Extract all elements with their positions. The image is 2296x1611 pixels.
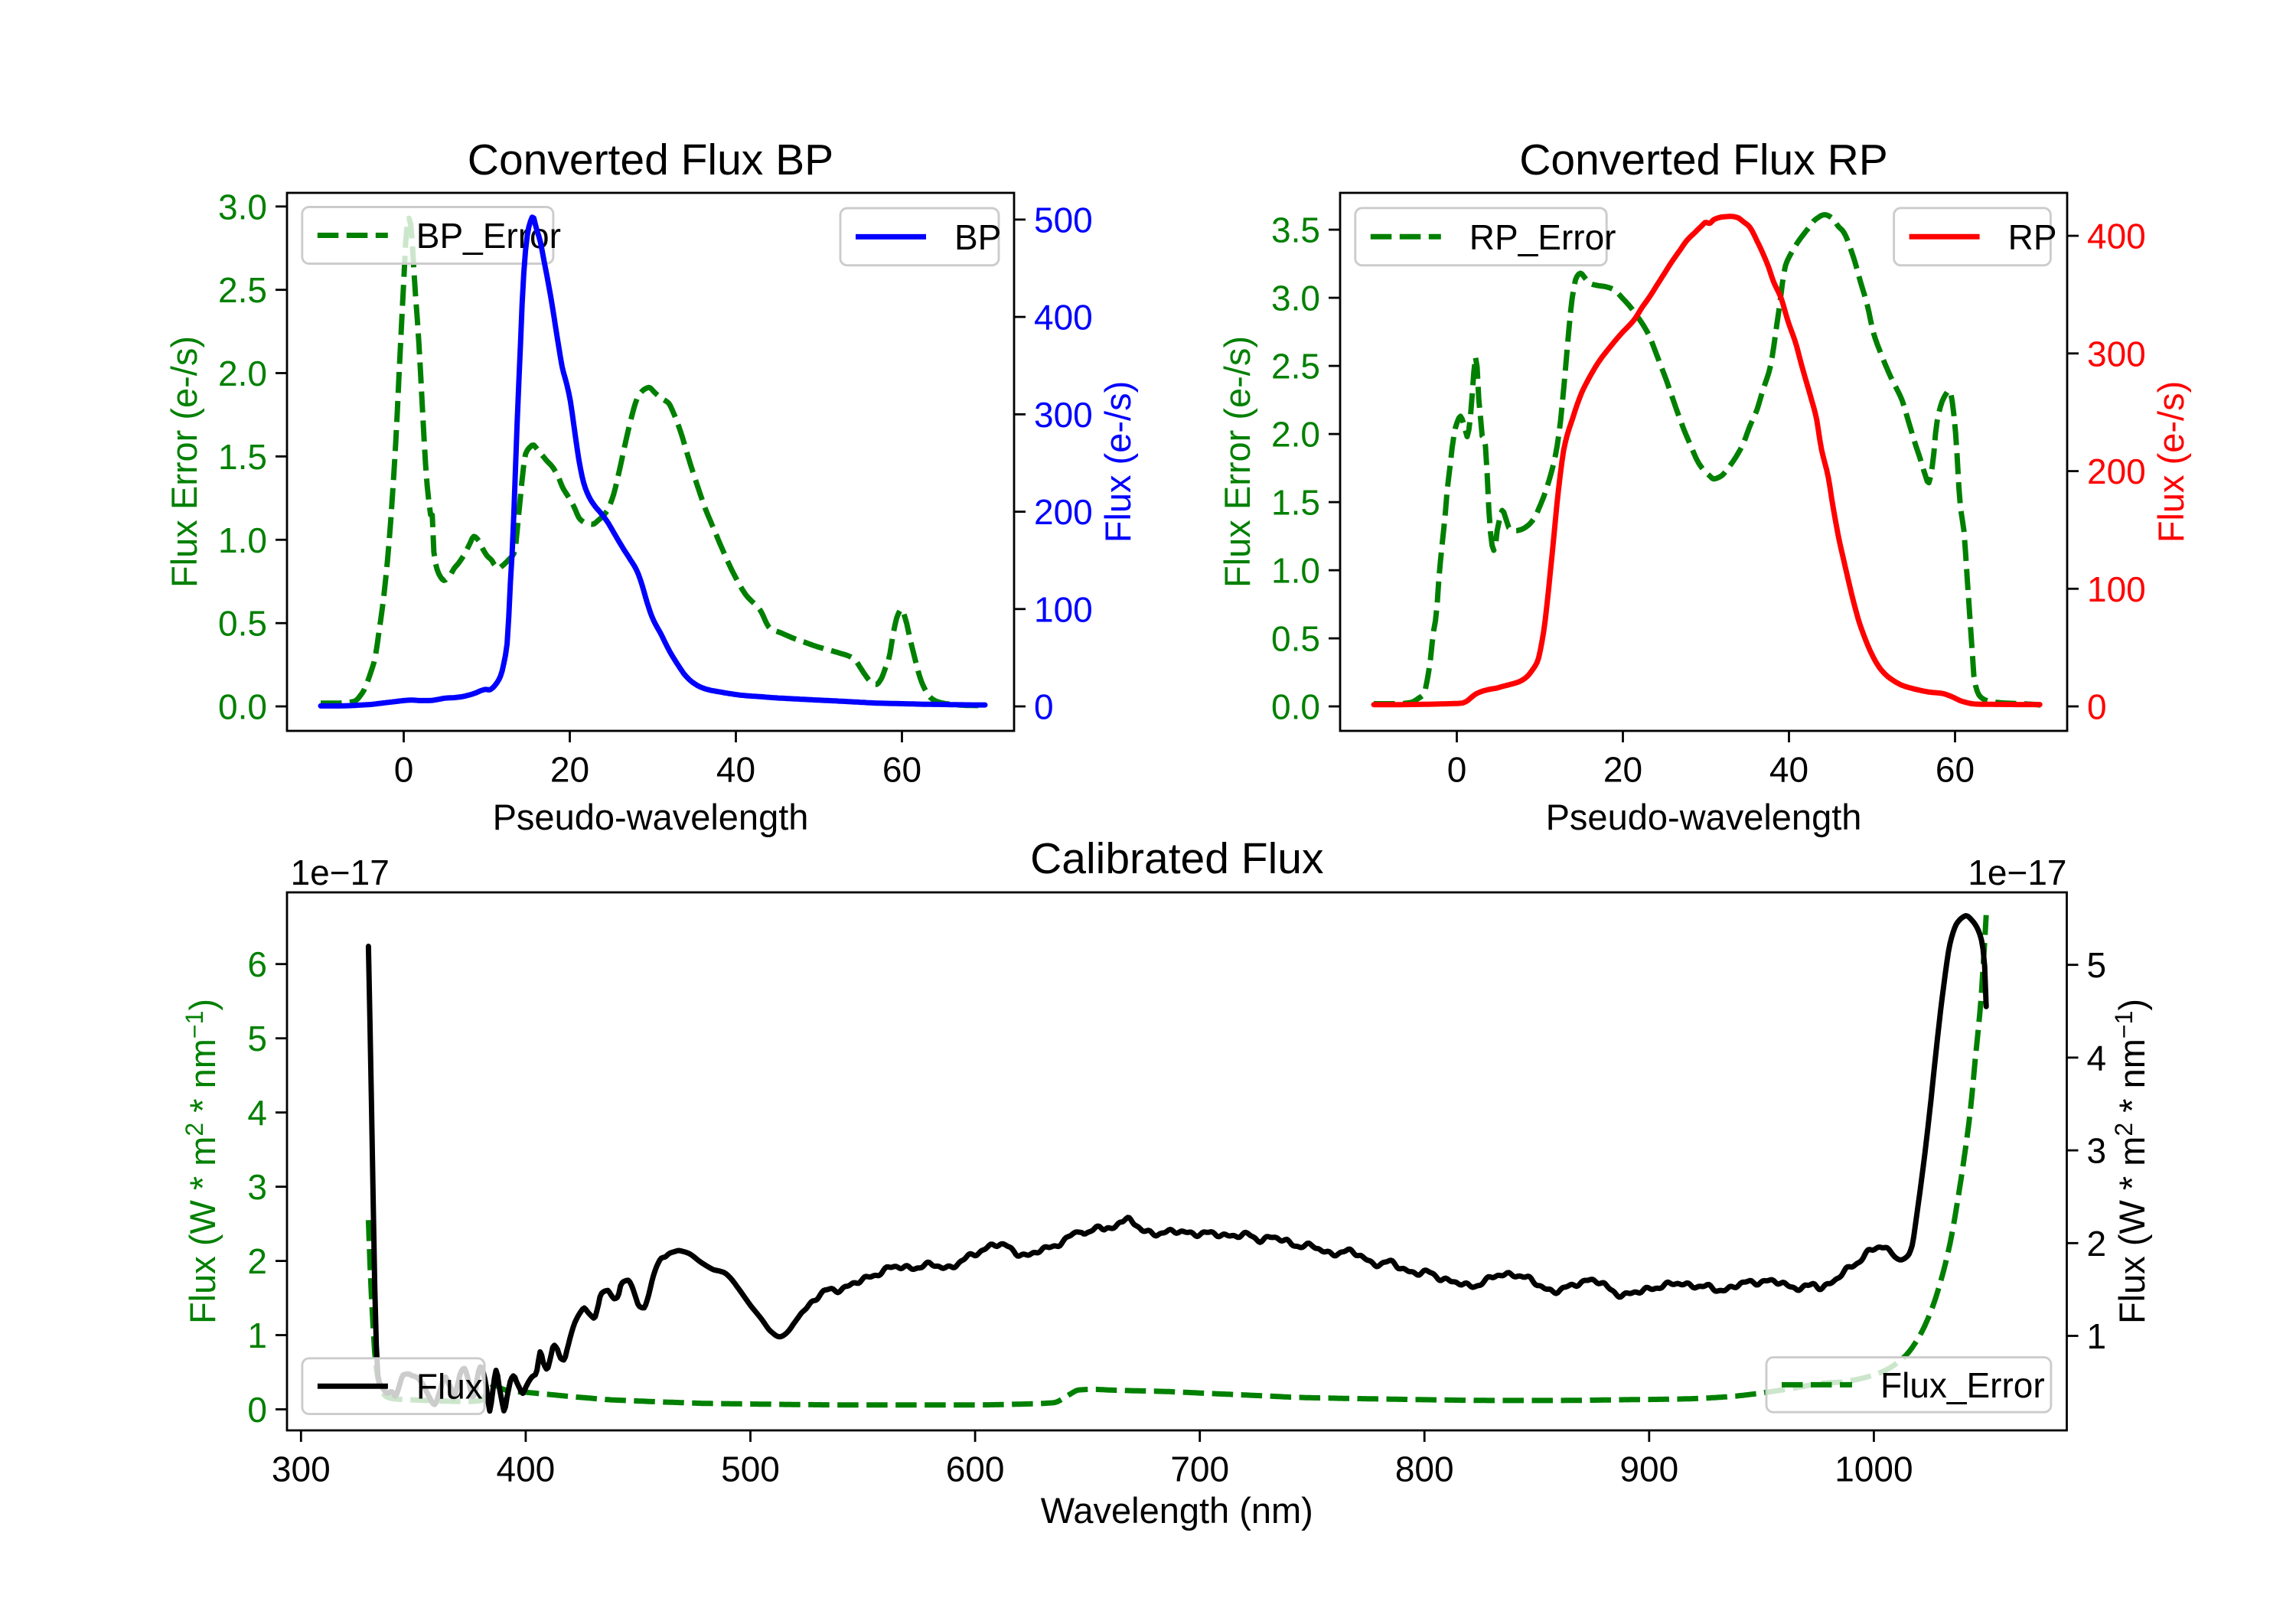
svg-text:1000: 1000 bbox=[1835, 1450, 1913, 1489]
svg-text:500: 500 bbox=[1034, 200, 1093, 240]
svg-text:0.0: 0.0 bbox=[218, 687, 267, 727]
svg-text:Flux (W * m2 * nm−1): Flux (W * m2 * nm−1) bbox=[181, 999, 223, 1324]
svg-text:400: 400 bbox=[1034, 298, 1093, 338]
svg-text:20: 20 bbox=[1603, 750, 1642, 790]
svg-text:600: 600 bbox=[946, 1450, 1005, 1489]
svg-text:1.0: 1.0 bbox=[1271, 551, 1320, 591]
svg-text:2.5: 2.5 bbox=[218, 270, 267, 310]
svg-text:20: 20 bbox=[550, 750, 589, 790]
svg-text:Calibrated Flux: Calibrated Flux bbox=[1030, 834, 1323, 883]
svg-text:Pseudo-wavelength: Pseudo-wavelength bbox=[1546, 797, 1862, 837]
svg-text:3.5: 3.5 bbox=[1271, 210, 1320, 250]
svg-text:BP: BP bbox=[954, 217, 1001, 257]
svg-text:Flux Error (e-/s): Flux Error (e-/s) bbox=[1217, 336, 1257, 588]
svg-text:3.0: 3.0 bbox=[1271, 279, 1320, 318]
svg-text:Flux: Flux bbox=[416, 1367, 483, 1407]
svg-text:2.0: 2.0 bbox=[1271, 415, 1320, 455]
svg-text:0.5: 0.5 bbox=[1271, 619, 1320, 659]
svg-text:40: 40 bbox=[716, 750, 755, 790]
svg-text:0: 0 bbox=[2087, 687, 2107, 727]
svg-text:0: 0 bbox=[247, 1390, 267, 1430]
svg-text:100: 100 bbox=[1034, 589, 1093, 629]
svg-text:900: 900 bbox=[1619, 1450, 1678, 1489]
svg-text:1e−17: 1e−17 bbox=[291, 853, 390, 892]
svg-text:3.0: 3.0 bbox=[218, 187, 267, 227]
svg-text:700: 700 bbox=[1170, 1450, 1229, 1489]
svg-text:0: 0 bbox=[1447, 750, 1467, 790]
svg-text:0: 0 bbox=[394, 750, 414, 790]
svg-text:1.0: 1.0 bbox=[218, 520, 267, 560]
svg-text:300: 300 bbox=[272, 1450, 331, 1489]
svg-text:1.5: 1.5 bbox=[218, 437, 267, 477]
svg-text:RP: RP bbox=[2008, 217, 2057, 257]
svg-text:100: 100 bbox=[2087, 569, 2146, 609]
svg-text:2: 2 bbox=[2087, 1224, 2107, 1264]
svg-text:Wavelength (nm): Wavelength (nm) bbox=[1041, 1490, 1313, 1531]
svg-text:200: 200 bbox=[1034, 492, 1093, 532]
svg-text:3: 3 bbox=[2087, 1131, 2107, 1171]
svg-text:2.0: 2.0 bbox=[218, 354, 267, 393]
svg-text:Flux (e-/s): Flux (e-/s) bbox=[1097, 381, 1138, 543]
svg-text:800: 800 bbox=[1395, 1450, 1454, 1489]
svg-text:5: 5 bbox=[2087, 945, 2107, 985]
svg-text:Pseudo-wavelength: Pseudo-wavelength bbox=[493, 797, 809, 837]
svg-text:300: 300 bbox=[1034, 395, 1093, 435]
svg-text:60: 60 bbox=[1936, 750, 1975, 790]
svg-text:40: 40 bbox=[1769, 750, 1808, 790]
svg-text:4: 4 bbox=[247, 1093, 267, 1133]
svg-text:1: 1 bbox=[247, 1316, 267, 1355]
svg-text:500: 500 bbox=[721, 1450, 780, 1489]
svg-text:Flux_Error: Flux_Error bbox=[1880, 1365, 2045, 1405]
svg-text:Flux (W * m2 * nm−1): Flux (W * m2 * nm−1) bbox=[2110, 999, 2152, 1324]
svg-text:400: 400 bbox=[497, 1450, 556, 1489]
svg-text:2: 2 bbox=[247, 1241, 267, 1281]
svg-text:0: 0 bbox=[1034, 687, 1054, 727]
svg-text:1: 1 bbox=[2087, 1316, 2107, 1356]
svg-text:Converted Flux BP: Converted Flux BP bbox=[468, 135, 833, 184]
svg-text:1.5: 1.5 bbox=[1271, 483, 1320, 523]
svg-text:Flux Error (e-/s): Flux Error (e-/s) bbox=[164, 336, 204, 588]
svg-text:300: 300 bbox=[2087, 334, 2146, 373]
svg-text:4: 4 bbox=[2087, 1038, 2107, 1078]
svg-text:1e−17: 1e−17 bbox=[1968, 853, 2066, 892]
svg-text:200: 200 bbox=[2087, 452, 2146, 491]
svg-text:RP_Error: RP_Error bbox=[1469, 217, 1616, 257]
svg-text:400: 400 bbox=[2087, 217, 2146, 256]
svg-text:60: 60 bbox=[882, 750, 921, 790]
svg-text:Flux (e-/s): Flux (e-/s) bbox=[2151, 381, 2191, 543]
svg-text:0.5: 0.5 bbox=[218, 604, 267, 644]
svg-text:2.5: 2.5 bbox=[1271, 347, 1320, 386]
svg-text:3: 3 bbox=[247, 1167, 267, 1207]
svg-text:0.0: 0.0 bbox=[1271, 687, 1320, 727]
svg-text:5: 5 bbox=[247, 1019, 267, 1058]
svg-text:Converted Flux RP: Converted Flux RP bbox=[1519, 135, 1888, 184]
svg-text:6: 6 bbox=[247, 944, 267, 984]
